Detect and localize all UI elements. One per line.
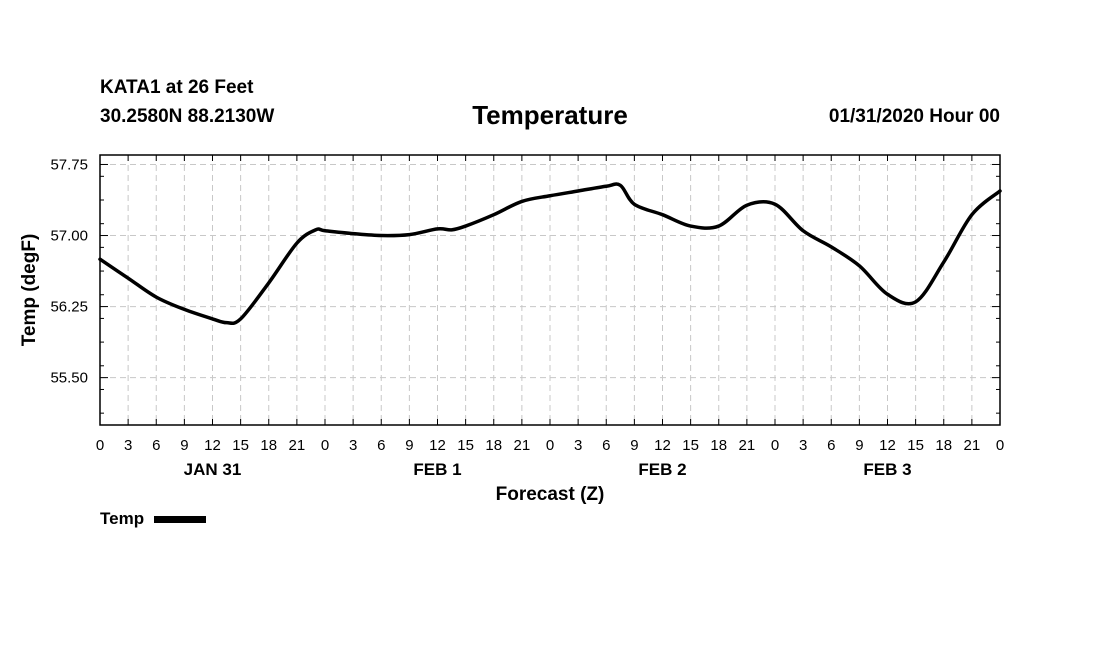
y-tick-label: 56.25 <box>50 299 88 316</box>
temp-series-line <box>98 182 1002 326</box>
x-tick-label: 21 <box>739 437 756 454</box>
grid-layer <box>100 155 1000 425</box>
x-tick-label: 3 <box>349 437 357 454</box>
day-label: FEB 2 <box>638 460 686 479</box>
chart-title: Temperature <box>472 100 628 130</box>
plot-frame <box>99 154 1001 426</box>
x-tick-label: 18 <box>710 437 727 454</box>
x-tick-label: 12 <box>429 437 446 454</box>
day-label: FEB 3 <box>863 460 911 479</box>
station-label: KATA1 at 26 Feet <box>100 77 254 98</box>
x-tick-label: 0 <box>771 437 779 454</box>
day-label: JAN 31 <box>184 460 242 479</box>
x-tick-label: 0 <box>996 437 1004 454</box>
x-tick-label: 9 <box>630 437 638 454</box>
x-tick-label: 9 <box>180 437 188 454</box>
legend: Temp <box>100 509 207 529</box>
x-tick-label: 0 <box>96 437 104 454</box>
y-axis-title: Temp (degF) <box>19 234 40 347</box>
x-tick-label: 9 <box>405 437 413 454</box>
x-tick-label: 15 <box>232 437 249 454</box>
x-tick-label: 21 <box>289 437 306 454</box>
x-tick-label: 0 <box>546 437 554 454</box>
x-tick-label: 18 <box>935 437 952 454</box>
x-tick-label: 12 <box>204 437 221 454</box>
x-tick-label: 6 <box>152 437 160 454</box>
x-tick-label: 21 <box>514 437 531 454</box>
x-tick-label: 9 <box>855 437 863 454</box>
x-tick-label: 15 <box>682 437 699 454</box>
x-tick-label: 12 <box>654 437 671 454</box>
x-tick-label: 6 <box>377 437 385 454</box>
x-tick-label: 0 <box>321 437 329 454</box>
legend-line-swatch <box>154 515 207 523</box>
x-axis-title: Forecast (Z) <box>496 484 605 505</box>
x-tick-label: 6 <box>602 437 610 454</box>
x-tick-label: 18 <box>260 437 277 454</box>
y-tick-label: 57.75 <box>50 156 88 173</box>
x-tick-label: 6 <box>827 437 835 454</box>
axis-layer: 0 3 6 9 12 15 18 21 0 3 6 9 12 15 18 21 0 3 6 9 12 15 18 21 0 3 6 9… <box>50 154 1004 479</box>
x-tick-label: 3 <box>124 437 132 454</box>
y-tick-label: 55.50 <box>50 370 88 387</box>
day-label: FEB 1 <box>413 460 461 479</box>
x-tick-label: 15 <box>907 437 924 454</box>
x-tick-label: 3 <box>574 437 582 454</box>
y-tick-label: 57.00 <box>50 228 88 245</box>
x-tick-label: 3 <box>799 437 807 454</box>
station-coordinates: 30.2580N 88.2130W <box>100 106 275 127</box>
legend-label: Temp <box>100 509 145 528</box>
series-layer <box>98 182 1002 326</box>
x-tick-label: 12 <box>879 437 896 454</box>
x-tick-label: 18 <box>485 437 502 454</box>
x-tick-label: 21 <box>964 437 981 454</box>
x-tick-label: 15 <box>457 437 474 454</box>
forecast-datetime: 01/31/2020 Hour 00 <box>828 106 1000 127</box>
